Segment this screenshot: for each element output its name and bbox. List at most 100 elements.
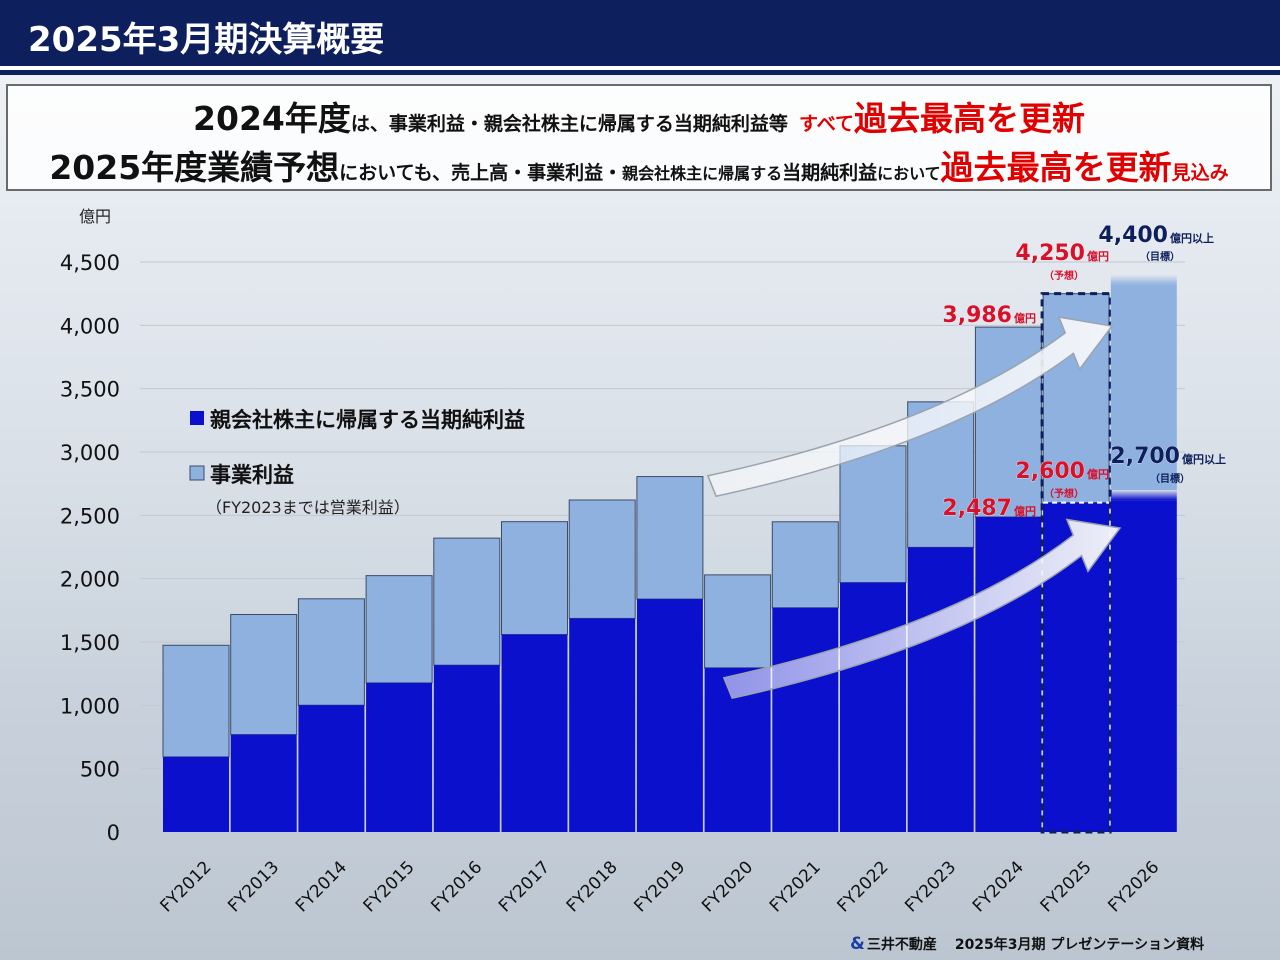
page-title: 2025年3月期決算概要 — [0, 0, 1280, 66]
bar-business-profit — [365, 575, 433, 684]
banner-seg: において — [877, 164, 941, 183]
bar-net-income-fade — [1110, 490, 1177, 501]
bar-net-income — [840, 582, 906, 832]
banner-line-1: 2024年度は、事業利益・親会社株主に帰属する当期純利益等 すべて過去最高を更新 — [8, 92, 1270, 140]
x-tick-label: FY2019 — [630, 857, 689, 916]
footer: & 三井不動産 2025年3月期 プレゼンテーション資料 — [850, 934, 1204, 954]
banner-seg: 過去最高を更新 — [853, 99, 1085, 138]
legend-label-business-profit: 事業利益 — [210, 463, 294, 487]
annotation-unit: 億円 — [1014, 504, 1036, 518]
y-unit-label: 億円 — [79, 207, 111, 226]
y-tick-label: 0 — [107, 821, 120, 845]
x-tick-label: FY2021 — [766, 857, 825, 916]
annotation-unit: 億円 — [1087, 249, 1109, 263]
x-tick-label: FY2013 — [224, 857, 283, 916]
annotation-sub: （目標） — [1150, 472, 1190, 485]
annotation-unit: 億円 — [1014, 311, 1036, 325]
legend-label-net-income: 親会社株主に帰属する当期純利益 — [210, 408, 525, 432]
banner-seg: 当期純利益 — [782, 162, 878, 184]
bar-business-profit — [568, 499, 636, 619]
y-tick-label: 1,000 — [60, 694, 120, 718]
annotation-sub: （目標） — [1140, 250, 1180, 263]
x-tick-label: FY2012 — [157, 857, 216, 916]
x-tick-label: FY2026 — [1104, 857, 1163, 916]
profit-bar-chart: 億円 4,500 4,000 3,500 3,000 2,500 2,000 1,500 1,0… — [60, 207, 1226, 916]
banner-seg: は、事業利益・親会社株主に帰属する当期純利益等 — [350, 113, 788, 135]
annotation-value: 4,250 — [1015, 241, 1085, 266]
annotation-unit: 億円 — [1087, 467, 1109, 481]
annotation-sub: （予想） — [1044, 269, 1084, 282]
company-name: 三井不動産 — [866, 937, 937, 953]
bar-net-income — [366, 682, 433, 832]
annotation-unit: 億円以上 — [1170, 231, 1214, 245]
annotation-value: 3,986 — [942, 303, 1012, 328]
banner-line-2: 2025年度業績予想においても、売上高・事業利益・親会社株主に帰属する当期純利益… — [8, 141, 1270, 189]
y-tick-label: 500 — [80, 758, 120, 782]
x-tick-label: FY2022 — [834, 857, 893, 916]
x-tick-label: FY2015 — [360, 857, 419, 916]
y-tick-label: 3,000 — [60, 441, 120, 465]
banner-seg: 見込み — [1171, 162, 1229, 184]
document-title: 2025年3月期 プレゼンテーション資料 — [954, 937, 1205, 953]
header-divider-white — [0, 66, 1280, 70]
annotation-unit: 億円以上 — [1182, 452, 1226, 466]
x-tick-label: FY2014 — [292, 857, 351, 916]
bar-net-income — [163, 756, 229, 832]
annotation-value: 2,600 — [1015, 459, 1085, 484]
x-tick-label: FY2024 — [969, 857, 1028, 916]
banner-seg: 親会社株主に帰属する — [622, 164, 783, 183]
y-tick-label: 3,500 — [60, 378, 120, 402]
bar-net-income — [298, 705, 365, 832]
trend-arrow-upper — [706, 316, 1114, 498]
bar-net-income — [1110, 500, 1177, 832]
banner-seg: においても、 — [339, 162, 452, 184]
bar-business-profit — [501, 521, 568, 636]
annotation-value: 4,400 — [1098, 223, 1168, 248]
bar-business-profit — [1110, 284, 1177, 490]
bar-business-profit — [839, 445, 907, 584]
banner-seg: 過去最高を更新 — [940, 148, 1172, 187]
x-tick-label: FY2016 — [427, 857, 486, 916]
banner-seg: 2025年度業績予想 — [49, 148, 340, 187]
annotation-value: 2,487 — [942, 496, 1012, 521]
bar-layer — [162, 274, 1177, 834]
bar-business-profit — [771, 521, 839, 609]
bar-net-income — [569, 618, 636, 832]
banner-seg: すべて — [799, 113, 854, 135]
company-logo-icon: & — [850, 934, 865, 954]
bar-business-profit — [297, 598, 365, 706]
bar-net-income — [907, 547, 974, 832]
x-tick-label: FY2017 — [495, 857, 554, 916]
bar-net-income — [636, 599, 703, 832]
legend-note: （FY2023までは営業利益） — [206, 498, 410, 517]
x-tick-label: FY2025 — [1037, 857, 1096, 916]
bar-net-income — [230, 734, 297, 832]
bar-net-income — [501, 634, 568, 832]
y-tick-label: 2,000 — [60, 568, 120, 592]
summary-banner: 2024年度は、事業利益・親会社株主に帰属する当期純利益等 すべて過去最高を更新… — [6, 84, 1272, 191]
x-tick-label: FY2018 — [563, 857, 622, 916]
bar-business-profit-fade — [1110, 274, 1177, 285]
y-tick-label: 4,500 — [60, 251, 120, 275]
trend-arrow-lower — [722, 518, 1122, 700]
bar-net-income — [772, 607, 839, 832]
annotation-sub: （予想） — [1044, 487, 1084, 500]
banner-seg: 2024年度 — [193, 99, 351, 138]
bar-business-profit — [433, 537, 501, 666]
y-tick-label: 2,500 — [60, 504, 120, 528]
x-tick-label: FY2020 — [698, 857, 757, 916]
banner-seg: 売上高・事業利益・ — [451, 162, 623, 184]
bar-net-income — [433, 665, 500, 832]
header-divider-navy — [0, 70, 1280, 75]
annotation-value: 2,700 — [1110, 444, 1180, 469]
arrow-layer — [706, 316, 1122, 700]
x-tick-label: FY2023 — [901, 857, 960, 916]
bar-business-profit — [704, 574, 772, 669]
legend-swatch-business-profit — [189, 465, 205, 481]
legend-swatch-net-income — [190, 411, 204, 425]
bar-business-profit — [230, 614, 298, 736]
bar-business-profit — [162, 644, 230, 758]
y-tick-label: 4,000 — [60, 314, 120, 338]
bar-business-profit — [636, 476, 704, 600]
forecast-dashed-outline — [1040, 292, 1112, 834]
